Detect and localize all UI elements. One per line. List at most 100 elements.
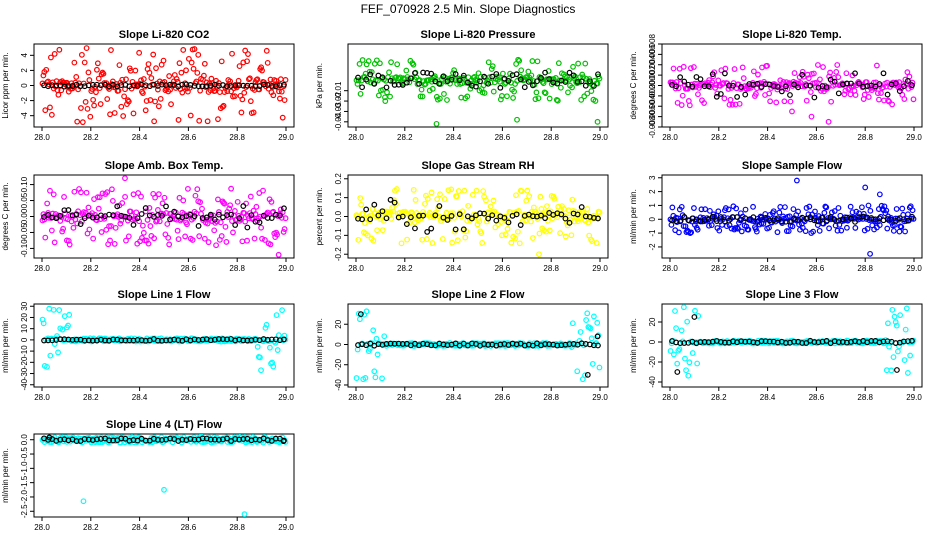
data-point [86, 77, 93, 83]
data-point [802, 228, 809, 235]
data-point [78, 51, 85, 58]
data-point [242, 218, 249, 225]
data-point-2p5min [408, 214, 414, 221]
data-point-2p5min [355, 74, 361, 81]
data-point [479, 240, 486, 246]
data-point [777, 204, 784, 210]
data-point [787, 98, 794, 105]
data-point [108, 223, 114, 229]
data-point [865, 202, 872, 209]
data-point [680, 63, 687, 70]
data-point [513, 192, 519, 199]
data-point [65, 237, 72, 244]
data-point [379, 375, 385, 382]
data-point [122, 193, 128, 200]
data-point [267, 76, 274, 83]
y-axis-label: ml/min per min. [629, 189, 638, 244]
data-point-2p5min [256, 219, 263, 226]
data-point-2p5min [240, 203, 247, 209]
data-point [59, 326, 66, 333]
data-point [555, 60, 562, 67]
data-point [694, 226, 701, 233]
data-point-2p5min [387, 196, 394, 203]
data-point-2p5min [754, 218, 761, 225]
x-tick-label: 29.0 [906, 393, 922, 402]
data-point-2p5min [268, 215, 275, 221]
data-point [98, 229, 105, 235]
data-point [668, 221, 675, 228]
y-tick-label: -2.5 [20, 504, 29, 518]
data-point-2p5min [228, 211, 235, 218]
data-point [66, 311, 73, 318]
data-point [429, 85, 436, 92]
data-point [366, 346, 373, 352]
data-point [120, 113, 127, 119]
data-point [259, 67, 265, 74]
data-point [441, 91, 447, 97]
y-axis-label: ml/min per min. [1, 448, 10, 503]
data-point-2p5min [460, 72, 467, 79]
data-point-2p5min [110, 212, 117, 219]
data-point [91, 102, 97, 109]
data-point-2p5min [130, 221, 137, 228]
data-point-2p5min [538, 74, 544, 81]
data-point [884, 225, 891, 232]
data-point [685, 372, 692, 379]
data-point-2p5min [582, 82, 589, 89]
data-point [510, 95, 516, 101]
data-point [592, 98, 599, 104]
data-point-2p5min [126, 214, 133, 221]
data-point-2p5min [595, 215, 601, 222]
data-point [702, 206, 709, 213]
x-tick-label: 28.2 [397, 133, 413, 142]
data-point-2p5min [848, 80, 854, 87]
y-tick-label: 0.1 [334, 192, 343, 204]
data-point [512, 235, 518, 242]
main-title: FEF_070928 2.5 Min. Slope Diagnostics [361, 2, 576, 16]
x-tick-label: 28.0 [662, 264, 678, 273]
data-point [140, 76, 147, 82]
data-point [145, 240, 152, 247]
chart-panel-5: Slope Gas Stream RH percent per min. -0.2 -… [315, 160, 609, 273]
data-point [867, 207, 874, 214]
data-point [462, 234, 469, 241]
data-point [500, 70, 506, 77]
data-point [427, 214, 434, 220]
data-point [725, 206, 732, 213]
data-point [893, 206, 900, 212]
data-point [478, 230, 485, 237]
data-point [537, 193, 544, 200]
data-point-2p5min [493, 217, 500, 224]
data-point [373, 57, 380, 64]
data-point-2p5min [746, 216, 753, 223]
y-tick-label: 0.008 [648, 33, 657, 54]
data-point-2p5min [367, 216, 374, 223]
data-point [722, 205, 729, 211]
data-point-2p5min [452, 71, 459, 77]
data-point [410, 186, 417, 193]
data-point-2p5min [815, 218, 822, 225]
data-point [267, 241, 274, 248]
data-point [215, 116, 221, 123]
data-point [844, 224, 850, 231]
data-point [767, 98, 774, 105]
data-point [455, 188, 462, 194]
data-point [196, 117, 203, 124]
data-point-2p5min [894, 367, 900, 373]
data-point [374, 227, 381, 234]
data-point [584, 206, 591, 212]
data-point [84, 105, 91, 112]
data-point [85, 69, 92, 76]
data-point [728, 225, 735, 232]
data-point-2p5min [281, 205, 287, 212]
data-point [247, 193, 254, 200]
data-point [735, 225, 741, 232]
data-point [104, 189, 111, 196]
x-tick-label: 28.8 [857, 393, 873, 402]
y-axis-label: degrees C per min. [629, 51, 638, 119]
data-point-2p5min [734, 93, 740, 100]
data-point [178, 69, 185, 76]
data-point-2p5min [848, 215, 854, 222]
data-point [260, 187, 266, 194]
data-point [420, 209, 427, 215]
